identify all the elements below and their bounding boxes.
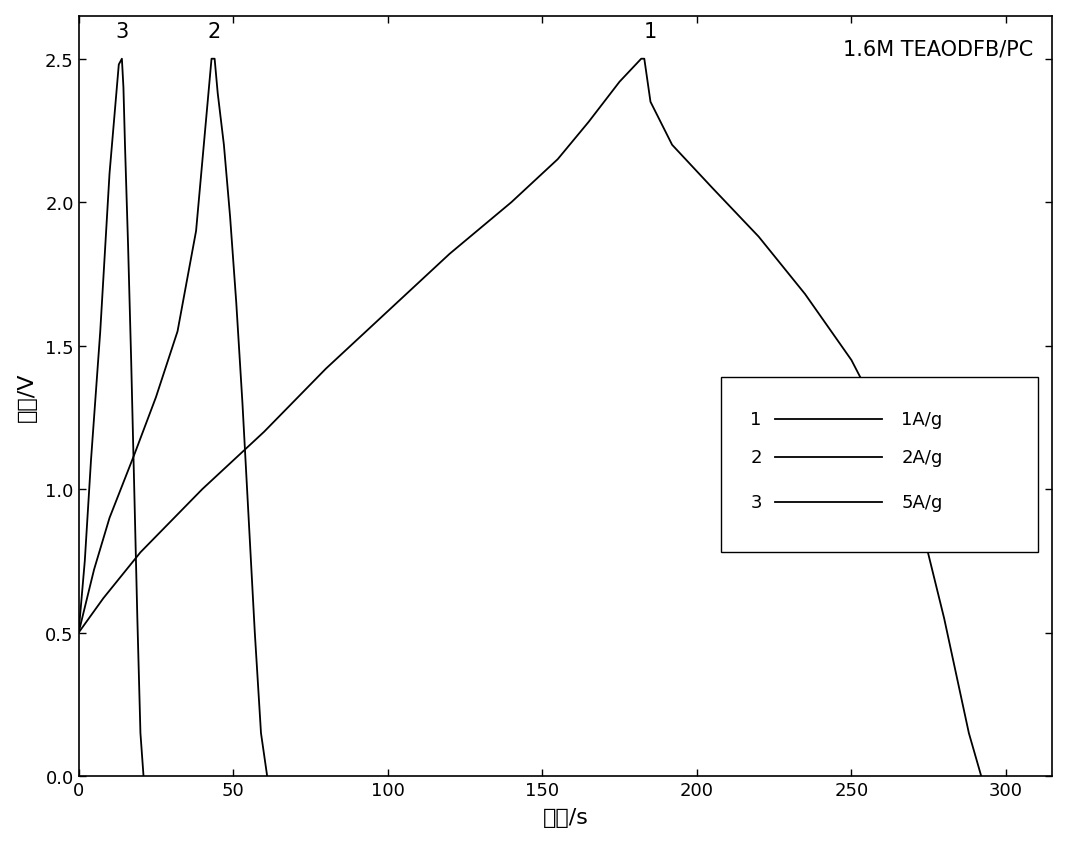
X-axis label: 时间/s: 时间/s: [543, 808, 588, 827]
FancyBboxPatch shape: [722, 377, 1038, 552]
Y-axis label: 电压/V: 电压/V: [17, 371, 36, 421]
Text: 2: 2: [750, 448, 762, 466]
Text: 3: 3: [115, 23, 128, 42]
Text: 3: 3: [750, 494, 762, 511]
Text: 1.6M TEAODFB/PC: 1.6M TEAODFB/PC: [842, 40, 1033, 59]
Text: 2A/g: 2A/g: [901, 448, 943, 466]
Text: 1: 1: [644, 23, 657, 42]
Text: 1A/g: 1A/g: [901, 410, 943, 428]
Text: 5A/g: 5A/g: [901, 494, 943, 511]
Text: 2: 2: [208, 23, 221, 42]
Text: 1: 1: [750, 410, 762, 428]
